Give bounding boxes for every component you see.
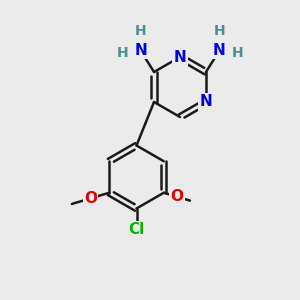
Text: H: H <box>117 46 128 60</box>
Text: Cl: Cl <box>128 222 145 237</box>
Text: H: H <box>214 24 225 38</box>
Text: N: N <box>134 43 147 58</box>
Text: H: H <box>135 24 146 38</box>
Text: N: N <box>174 50 186 64</box>
Text: N: N <box>213 43 226 58</box>
Text: H: H <box>232 46 243 60</box>
Text: O: O <box>170 189 183 204</box>
Text: O: O <box>84 191 97 206</box>
Text: N: N <box>200 94 212 110</box>
